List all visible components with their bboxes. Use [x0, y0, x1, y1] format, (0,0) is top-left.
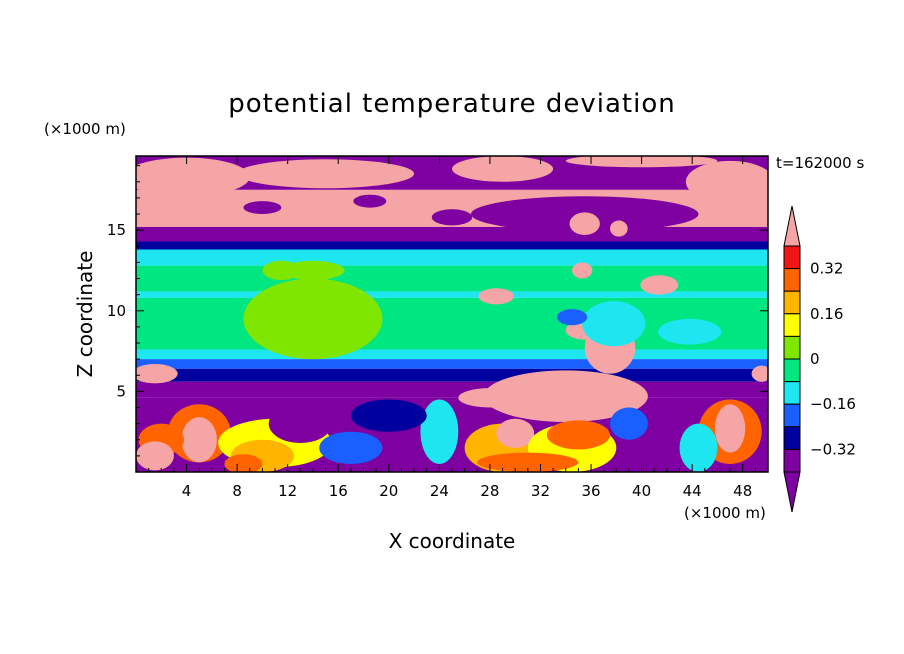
colorbar-segment: [783, 313, 801, 337]
contour-patch-27: [181, 417, 217, 463]
colorbar-segment: [783, 426, 801, 450]
contour-band-11: [136, 381, 768, 398]
colorbar-segment: [783, 358, 801, 383]
contour-patch-16: [478, 288, 514, 305]
contour-patch-22: [136, 363, 178, 384]
contour-patch-10: [243, 201, 282, 215]
colorbar-label: 0: [810, 350, 820, 368]
time-label: t=162000 s: [776, 154, 864, 172]
x-tick-label: 20: [379, 482, 398, 500]
contour-patch-40: [610, 407, 648, 440]
y-axis: 5 10 15: [107, 165, 768, 457]
colorbar-segment: [783, 290, 801, 315]
colorbar: −0.32 −0.16 0 0.16 0.32: [783, 205, 856, 513]
contour-band-9: [136, 359, 768, 369]
colorbar-segment: [783, 268, 801, 292]
x-axis-label: X coordinate: [389, 529, 516, 553]
chart-title: potential temperature deviation: [228, 89, 675, 119]
x-tick-label: 44: [683, 482, 702, 500]
colorbar-segment: [783, 245, 801, 270]
x-tick-label: 8: [232, 482, 242, 500]
contour-patch-11: [353, 194, 387, 208]
contour-patch-12: [569, 212, 600, 235]
x-tick-label: 48: [733, 482, 752, 500]
colorbar-segment: [783, 381, 801, 405]
colorbar-over-arrow: [783, 205, 801, 247]
contour-patch-33: [319, 431, 383, 464]
y-axis-label: Z coordinate: [73, 251, 97, 378]
colorbar-label: 0.16: [810, 305, 843, 323]
contour-patch-45: [268, 404, 332, 443]
colorbar-label: −0.32: [810, 440, 856, 458]
x-tick-label: 24: [430, 482, 449, 500]
contour-band-7: [136, 297, 768, 350]
contour-patch-38: [546, 420, 611, 450]
contour-patch-8: [431, 209, 473, 226]
contour-patch-14: [640, 275, 679, 295]
x-tick-label: 16: [329, 482, 348, 500]
colorbar-label: 0.32: [810, 260, 843, 278]
contour-patch-44: [350, 399, 427, 432]
contour-patch-42: [714, 404, 746, 453]
contour-band-4: [136, 249, 768, 266]
contour-patch-24: [483, 370, 648, 423]
x-tick-label: 12: [278, 482, 297, 500]
colorbar-label: −0.16: [810, 395, 856, 413]
contour-patch-4: [237, 159, 415, 189]
x-tick-label: 40: [632, 482, 651, 500]
contour-patch-13: [610, 220, 628, 237]
plot-area: [136, 156, 768, 472]
contour-band-2: [136, 226, 768, 242]
contour-patch-6: [685, 160, 768, 203]
contour-patch-2: [281, 260, 345, 281]
x-tick-label: 4: [182, 482, 192, 500]
colorbar-segment: [783, 448, 801, 473]
x-unit-label: (×1000 m): [684, 504, 766, 522]
contour-patch-15: [572, 262, 593, 279]
y-unit-label: (×1000 m): [44, 120, 126, 138]
y-tick-label: 10: [107, 302, 126, 320]
contour-patch-19: [582, 301, 646, 347]
y-tick-label: 15: [107, 221, 126, 239]
contour-patch-43: [679, 423, 718, 472]
contour-patch-34: [420, 399, 459, 464]
contour-patch-32: [224, 454, 263, 472]
contour-patch-3: [136, 157, 250, 197]
contour-patch-20: [658, 318, 722, 345]
y-tick-label: 5: [116, 382, 126, 400]
contour-patch-36: [496, 418, 535, 448]
colorbar-segment: [783, 403, 801, 428]
x-tick-label: 32: [531, 482, 550, 500]
contour-patch-23: [751, 365, 768, 382]
contour-patch-25: [458, 388, 522, 408]
contour-band-10: [136, 368, 768, 382]
contour-band-6: [136, 291, 768, 298]
x-tick-label: 28: [480, 482, 499, 500]
contour-patch-21: [556, 309, 588, 326]
colorbar-segment: [783, 335, 801, 360]
contour-band-8: [136, 349, 768, 360]
colorbar-under-arrow: [783, 471, 801, 513]
contour-patch-0: [243, 278, 383, 360]
contour-patch-39: [477, 452, 579, 472]
contour-band-3: [136, 241, 768, 250]
x-axis: 4 8 12 16 20 24 28 32 36 40 44 48: [148, 156, 756, 500]
contour-patch-5: [452, 156, 554, 182]
contour-patch-29: [136, 441, 174, 471]
x-tick-label: 36: [581, 482, 600, 500]
